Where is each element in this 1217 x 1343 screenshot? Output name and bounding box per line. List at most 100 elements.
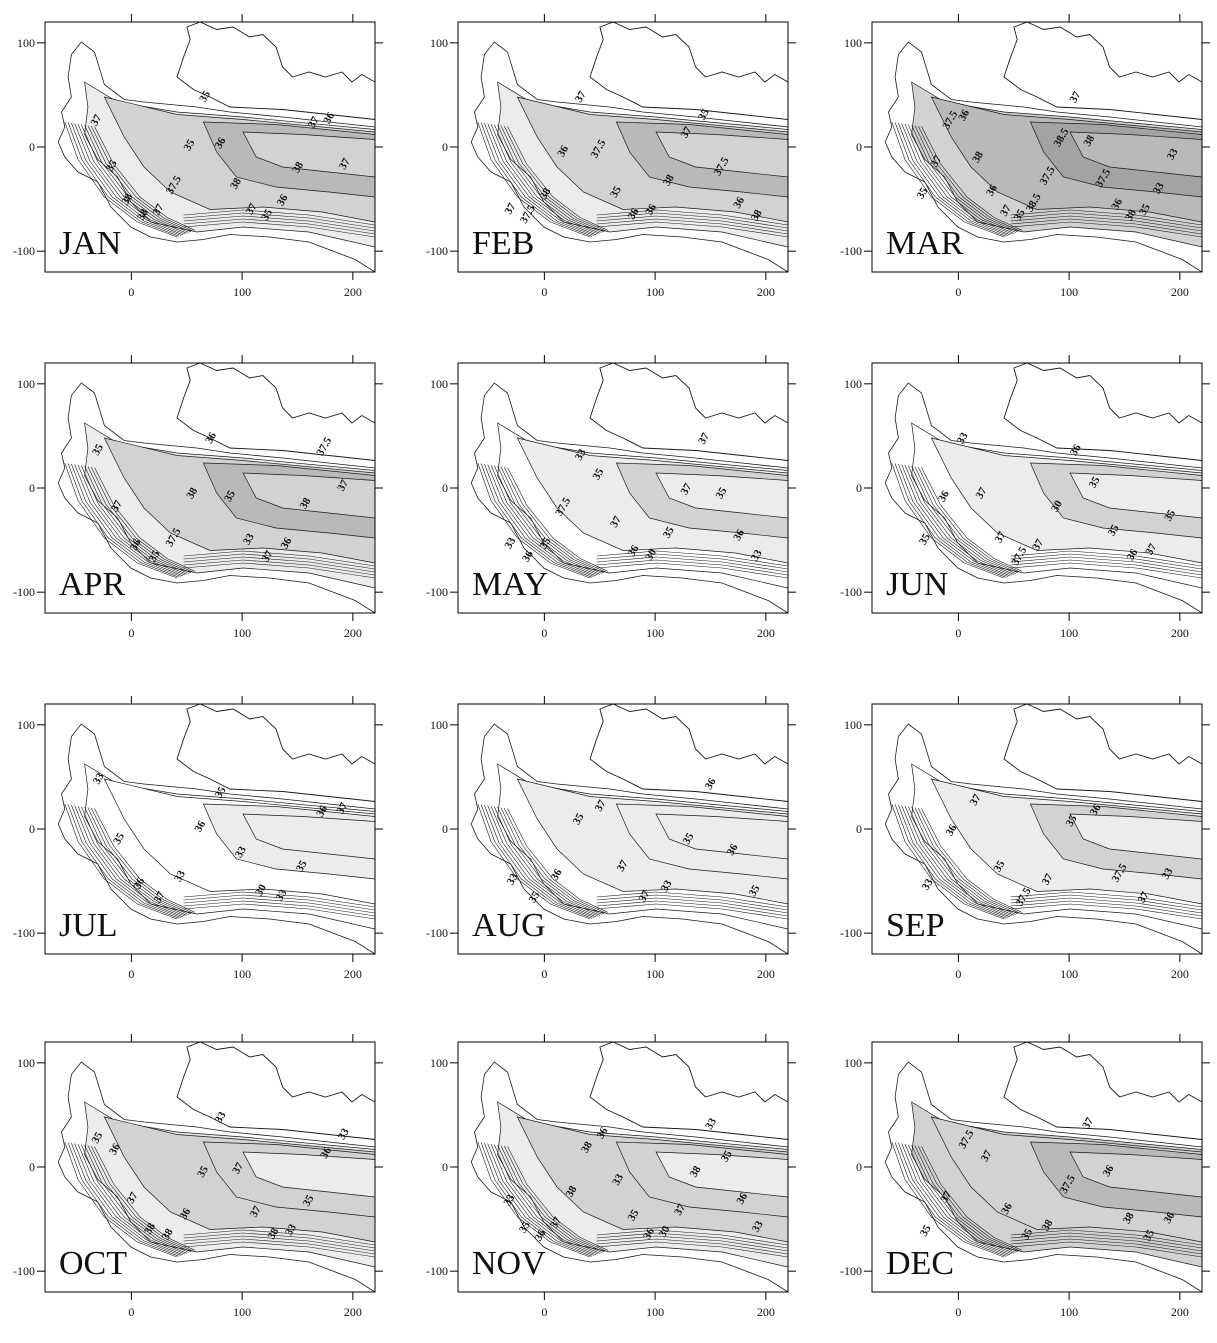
contour-line	[480, 122, 593, 237]
contour-line	[596, 218, 788, 235]
y-tick-label: 0	[856, 140, 862, 154]
y-tick-label: 100	[844, 36, 862, 50]
y-tick-label: 100	[17, 1056, 35, 1070]
contour-line	[904, 1143, 1013, 1255]
y-tick-label: -100	[426, 244, 448, 258]
contour-line	[81, 465, 188, 575]
land-mass	[176, 704, 375, 802]
x-tick-label: 200	[1171, 967, 1189, 981]
contour-line	[183, 1238, 375, 1255]
contour-line	[484, 122, 595, 236]
contour-line	[490, 1143, 599, 1255]
y-tick-label: -100	[13, 926, 35, 940]
contour-line	[480, 804, 593, 919]
x-tick-label: 100	[233, 967, 251, 981]
y-tick-label: 100	[430, 36, 448, 50]
land-mass	[176, 1042, 375, 1140]
x-tick-label: 0	[541, 967, 547, 981]
x-tick-label: 0	[541, 626, 547, 640]
contour-line	[497, 124, 603, 233]
y-tick-label: 0	[442, 822, 448, 836]
contour-line	[507, 808, 608, 913]
contour-line	[891, 462, 1005, 579]
contour-line	[94, 467, 195, 572]
contour-line	[183, 215, 375, 232]
contour-line	[490, 805, 599, 917]
contour-line	[490, 123, 599, 235]
contour-line	[1010, 1241, 1202, 1258]
contour-zone	[1069, 131, 1202, 178]
contour-line	[477, 1141, 591, 1258]
contour-line	[596, 1229, 788, 1246]
x-tick-label: 200	[757, 626, 775, 640]
y-tick-label: 100	[844, 1056, 862, 1070]
land-mass	[1003, 363, 1202, 461]
contour-line	[67, 463, 180, 578]
contour-line	[74, 805, 184, 918]
contour-line	[891, 803, 1005, 920]
contour-line	[908, 806, 1015, 916]
contour-line	[484, 1142, 595, 1256]
contour-line	[1010, 891, 1202, 908]
contour-line	[901, 123, 1011, 236]
contour-line	[901, 1143, 1011, 1256]
month-label: MAR	[886, 225, 964, 262]
y-tick-label: 100	[17, 377, 35, 391]
contour-line	[183, 900, 375, 917]
contour-line	[921, 1146, 1022, 1251]
contour-line	[74, 1143, 184, 1256]
x-tick-label: 200	[344, 285, 362, 299]
contour-line	[480, 1142, 593, 1257]
y-tick-label: -100	[840, 585, 862, 599]
contour-zone	[242, 1151, 375, 1198]
contour-line	[67, 1142, 180, 1257]
contour-line	[71, 804, 182, 918]
x-tick-label: 200	[344, 626, 362, 640]
month-label: AUG	[472, 907, 546, 944]
x-tick-label: 200	[757, 285, 775, 299]
contour-line	[898, 122, 1009, 236]
contour-line	[87, 1145, 192, 1253]
contour-line	[497, 465, 603, 574]
contour-line	[921, 467, 1022, 572]
y-tick-label: 0	[29, 481, 35, 495]
month-label: NOV	[472, 1245, 546, 1282]
contour-line	[891, 121, 1005, 238]
contour-line	[904, 805, 1013, 917]
contour-line	[64, 803, 178, 920]
y-tick-label: -100	[426, 926, 448, 940]
contour-line	[596, 550, 788, 567]
x-tick-label: 0	[955, 626, 961, 640]
contour-line	[77, 1143, 186, 1255]
contour-line	[1010, 209, 1202, 226]
month-label: MAY	[472, 566, 548, 603]
y-tick-label: 0	[856, 481, 862, 495]
x-tick-label: 200	[1171, 1305, 1189, 1319]
contour-line	[914, 807, 1019, 915]
contour-line	[911, 465, 1017, 574]
contour-line	[497, 806, 603, 915]
x-tick-label: 200	[1171, 626, 1189, 640]
y-tick-label: 0	[29, 1160, 35, 1174]
contour-line	[1010, 1229, 1202, 1246]
x-tick-label: 100	[1060, 285, 1078, 299]
contour-line	[1010, 221, 1202, 238]
contour-line	[908, 1144, 1015, 1254]
contour-line	[901, 464, 1011, 577]
y-tick-label: -100	[840, 244, 862, 258]
contour-line	[74, 464, 184, 577]
contour-line	[917, 807, 1020, 914]
contour-line	[503, 1145, 606, 1252]
contour-line	[898, 804, 1009, 918]
contour-zone	[242, 472, 375, 519]
y-tick-label: 0	[442, 481, 448, 495]
contour-line	[477, 121, 591, 238]
y-tick-label: 100	[844, 377, 862, 391]
contour-line	[71, 463, 182, 577]
contour-line	[487, 805, 597, 918]
y-tick-label: 100	[17, 718, 35, 732]
x-tick-label: 0	[955, 967, 961, 981]
contour-zone	[242, 131, 375, 178]
